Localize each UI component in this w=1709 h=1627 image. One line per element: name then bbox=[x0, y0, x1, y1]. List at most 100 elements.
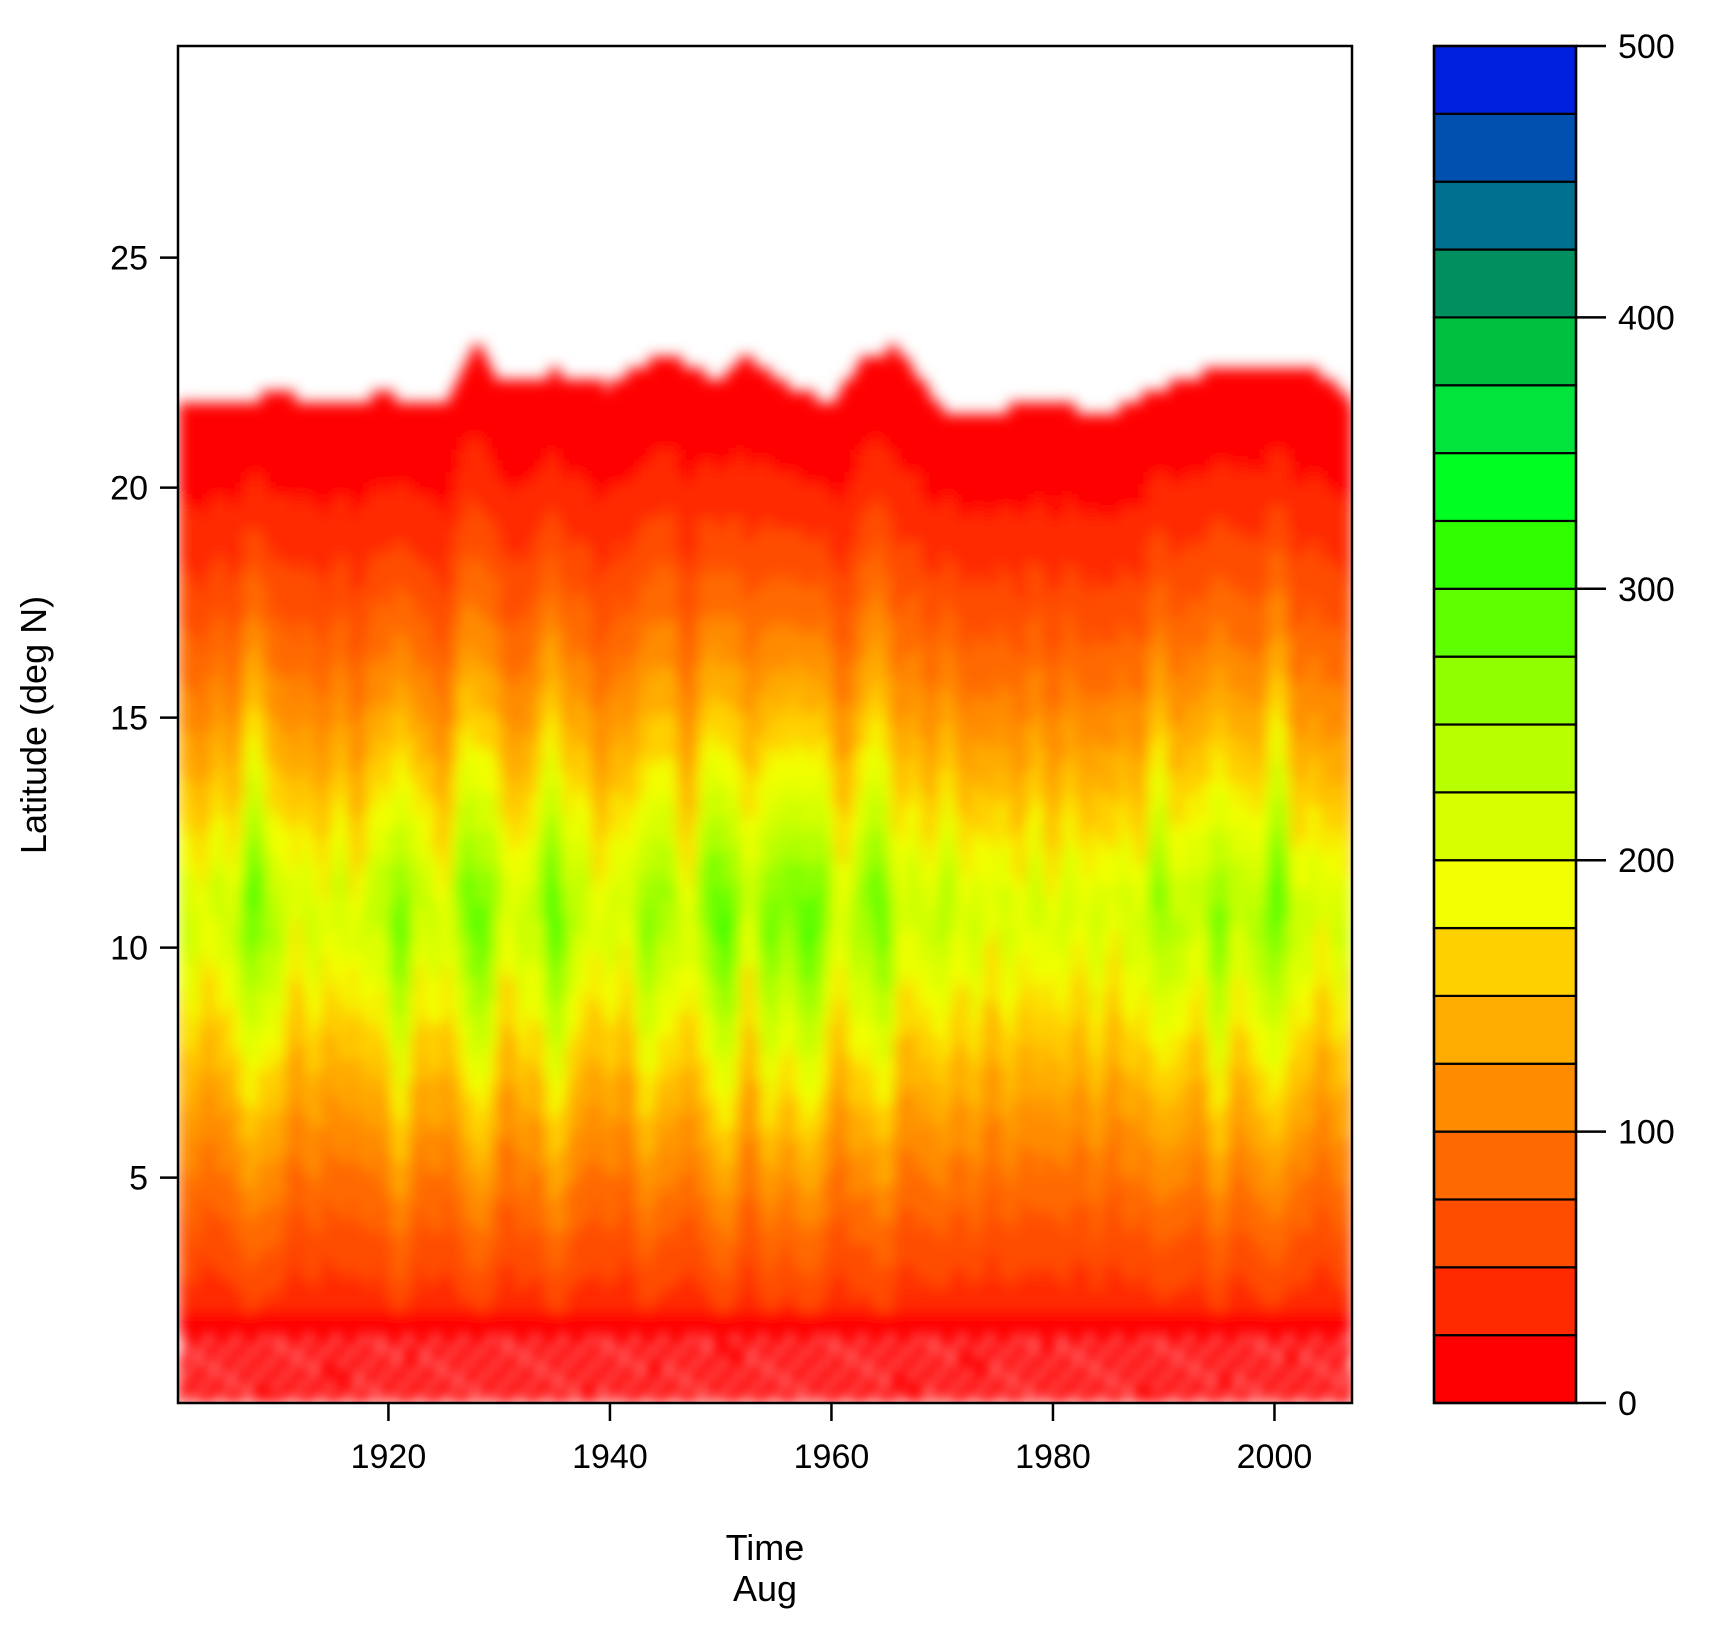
contour-cell bbox=[454, 770, 462, 783]
contour-cell bbox=[261, 931, 268, 944]
contour-cell bbox=[244, 1288, 251, 1301]
contour-cell bbox=[249, 1104, 257, 1117]
contour-cell bbox=[283, 1357, 290, 1370]
contour-cell bbox=[244, 977, 251, 990]
contour-cell bbox=[421, 1161, 428, 1174]
contour-cell bbox=[233, 839, 240, 852]
contour-cell bbox=[416, 552, 423, 565]
contour-cell bbox=[338, 1104, 345, 1117]
contour-cell bbox=[344, 1023, 351, 1036]
contour-cell bbox=[316, 598, 323, 611]
contour-cell bbox=[405, 1299, 412, 1312]
contour-cell bbox=[482, 690, 489, 703]
contour-cell bbox=[416, 1058, 423, 1071]
contour-cell bbox=[189, 1173, 196, 1186]
contour-cell bbox=[294, 598, 301, 611]
contour-cell bbox=[355, 448, 362, 461]
contour-cell bbox=[255, 414, 262, 427]
contour-cell bbox=[249, 989, 257, 1002]
contour-cell bbox=[427, 425, 434, 438]
contour-cell bbox=[183, 1058, 190, 1071]
contour-cell bbox=[432, 1138, 440, 1151]
contour-cell bbox=[205, 690, 213, 703]
contour-cell bbox=[233, 1230, 240, 1243]
contour-cell bbox=[321, 874, 329, 887]
contour-cell bbox=[244, 540, 251, 553]
contour-cell bbox=[399, 1173, 406, 1186]
contour-cell bbox=[178, 897, 185, 910]
contour-cell bbox=[266, 506, 273, 519]
contour-cell bbox=[344, 494, 351, 507]
contour-cell bbox=[299, 667, 307, 680]
contour-cell bbox=[477, 345, 484, 358]
contour-cell bbox=[244, 1104, 251, 1117]
contour-cell bbox=[216, 885, 224, 898]
contour-cell bbox=[443, 1242, 451, 1255]
contour-cell bbox=[249, 920, 257, 933]
contour-cell bbox=[200, 1046, 207, 1059]
contour-cell bbox=[272, 506, 279, 519]
contour-cell bbox=[194, 1161, 201, 1174]
contour-cell bbox=[399, 1253, 406, 1266]
contour-cell bbox=[488, 943, 495, 956]
contour-cell bbox=[305, 540, 312, 553]
contour-cell bbox=[288, 862, 296, 875]
contour-cell bbox=[327, 1081, 334, 1094]
contour-cell bbox=[382, 678, 390, 691]
contour-cell bbox=[216, 506, 224, 519]
contour-cell bbox=[388, 1322, 395, 1335]
contour-cell bbox=[399, 609, 406, 622]
contour-cell bbox=[266, 1230, 273, 1243]
contour-cell bbox=[211, 1242, 218, 1255]
contour-cell bbox=[371, 425, 379, 438]
contour-cell bbox=[471, 1184, 478, 1197]
contour-cell bbox=[493, 1276, 500, 1289]
contour-cell bbox=[183, 1138, 190, 1151]
contour-cell bbox=[189, 977, 196, 990]
contour-cell bbox=[405, 816, 412, 829]
contour-cell bbox=[449, 1127, 456, 1140]
contour-cell bbox=[261, 483, 268, 496]
contour-cell bbox=[471, 1138, 478, 1151]
contour-cell bbox=[255, 1173, 262, 1186]
contour-cell bbox=[211, 575, 218, 588]
contour-cell bbox=[471, 1115, 478, 1128]
contour-cell bbox=[471, 1345, 478, 1358]
contour-cell bbox=[427, 1046, 434, 1059]
contour-cell bbox=[261, 885, 268, 898]
contour-cell bbox=[272, 897, 279, 910]
contour-cell bbox=[410, 529, 417, 542]
contour-cell bbox=[360, 1058, 368, 1071]
contour-cell bbox=[316, 1138, 323, 1151]
contour-cell bbox=[471, 540, 478, 553]
contour-cell bbox=[493, 862, 500, 875]
contour-cell bbox=[366, 713, 373, 726]
contour-cell bbox=[200, 1345, 207, 1358]
contour-cell bbox=[233, 989, 240, 1002]
contour-cell bbox=[255, 425, 262, 438]
contour-cell bbox=[360, 517, 368, 530]
contour-cell bbox=[443, 517, 451, 530]
contour-cell bbox=[405, 1023, 412, 1036]
contour-cell bbox=[488, 1035, 495, 1048]
contour-cell bbox=[227, 1265, 235, 1278]
contour-cell bbox=[288, 954, 296, 967]
contour-cell bbox=[333, 1219, 340, 1232]
contour-cell bbox=[410, 1138, 417, 1151]
contour-cell bbox=[438, 1058, 445, 1071]
contour-cell bbox=[227, 1127, 235, 1140]
contour-cell bbox=[477, 437, 484, 450]
contour-cell bbox=[416, 494, 423, 507]
contour-cell bbox=[443, 1380, 451, 1393]
contour-cell bbox=[449, 977, 456, 990]
contour-cell bbox=[194, 690, 201, 703]
contour-cell bbox=[416, 1207, 423, 1220]
contour-cell bbox=[421, 402, 428, 415]
contour-cell bbox=[366, 1380, 373, 1393]
contour-cell bbox=[438, 644, 445, 657]
contour-cell bbox=[189, 1012, 196, 1025]
contour-cell bbox=[399, 1368, 406, 1381]
contour-cell bbox=[371, 793, 379, 806]
contour-cell bbox=[349, 575, 357, 588]
contour-cell bbox=[421, 609, 428, 622]
